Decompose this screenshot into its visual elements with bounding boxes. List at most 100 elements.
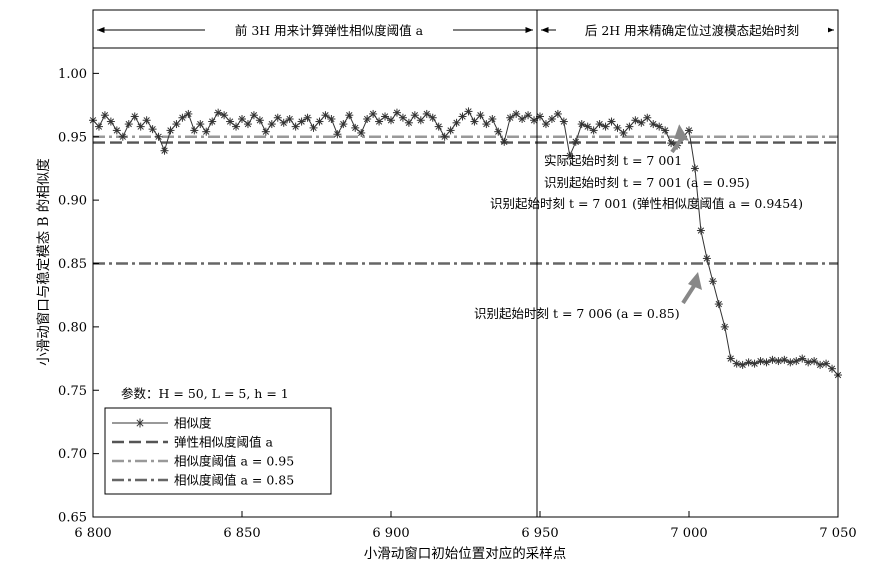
data-point bbox=[601, 122, 610, 131]
data-point bbox=[226, 117, 235, 126]
data-point bbox=[667, 139, 676, 148]
data-point bbox=[661, 126, 670, 135]
data-point bbox=[708, 277, 717, 286]
arrow-icon bbox=[670, 124, 689, 154]
data-point bbox=[94, 122, 103, 131]
data-point bbox=[768, 355, 777, 364]
data-point bbox=[589, 126, 598, 135]
data-point bbox=[130, 112, 139, 121]
data-point bbox=[291, 122, 300, 131]
annotation-start-095: 识别起始时刻 t = 7 001 (a = 0.95) bbox=[544, 175, 750, 190]
data-point bbox=[583, 122, 592, 131]
data-point bbox=[214, 108, 223, 117]
data-point bbox=[452, 118, 461, 127]
data-point bbox=[321, 111, 330, 120]
data-point bbox=[780, 355, 789, 364]
data-point bbox=[726, 354, 735, 363]
data-point bbox=[816, 360, 825, 369]
data-point bbox=[309, 123, 318, 132]
y-axis-label: 小滑动窗口与稳定模态 B 的相似度 bbox=[35, 158, 52, 366]
data-point bbox=[798, 354, 807, 363]
legend-item: 相似度 bbox=[112, 416, 212, 431]
y-tick-label: 0.90 bbox=[58, 194, 87, 209]
data-point bbox=[536, 112, 544, 121]
data-point bbox=[387, 116, 395, 125]
data-point bbox=[506, 113, 515, 122]
data-point bbox=[512, 109, 521, 118]
y-tick-label: 0.85 bbox=[58, 257, 87, 272]
region-label-right: 后 2H 用来精确定位过渡模态起始时刻 bbox=[585, 23, 799, 38]
y-tick-label: 0.70 bbox=[58, 447, 87, 462]
data-point bbox=[106, 117, 115, 126]
data-point bbox=[470, 117, 479, 126]
data-point bbox=[440, 132, 449, 141]
data-point bbox=[565, 151, 574, 160]
data-point bbox=[434, 122, 443, 131]
data-point bbox=[696, 226, 705, 235]
data-point bbox=[738, 360, 747, 369]
data-point bbox=[762, 358, 771, 367]
similarity-line bbox=[92, 110, 839, 376]
data-point bbox=[685, 126, 693, 135]
data-point bbox=[458, 112, 467, 121]
data-point bbox=[118, 132, 127, 141]
data-point bbox=[202, 127, 211, 136]
data-point bbox=[112, 126, 121, 135]
data-point bbox=[577, 120, 586, 129]
data-point bbox=[375, 117, 384, 126]
data-point bbox=[714, 300, 723, 309]
data-point bbox=[238, 115, 246, 124]
data-point bbox=[720, 322, 729, 331]
data-point bbox=[786, 358, 795, 367]
data-point bbox=[184, 109, 193, 118]
data-point bbox=[524, 111, 533, 120]
data-point bbox=[148, 125, 157, 134]
data-point bbox=[398, 113, 407, 122]
data-point bbox=[404, 118, 413, 127]
data-point bbox=[804, 358, 813, 367]
data-point bbox=[178, 113, 187, 122]
data-point bbox=[643, 113, 652, 122]
data-point bbox=[267, 120, 276, 129]
data-point bbox=[261, 127, 270, 136]
data-point bbox=[828, 364, 837, 373]
data-point bbox=[172, 120, 181, 129]
data-point bbox=[249, 111, 258, 120]
data-point bbox=[476, 111, 485, 120]
data-point bbox=[744, 358, 753, 367]
data-point bbox=[345, 111, 354, 120]
data-point bbox=[690, 164, 699, 173]
x-tick-label: 7 050 bbox=[819, 526, 856, 541]
data-point bbox=[160, 146, 169, 155]
data-point bbox=[792, 357, 801, 366]
x-tick-label: 6 800 bbox=[74, 526, 111, 541]
x-axis-label: 小滑动窗口初始位置对应的采样点 bbox=[364, 545, 567, 562]
y-tick-label: 0.75 bbox=[58, 384, 87, 399]
data-point bbox=[822, 359, 831, 368]
x-tick-label: 6 850 bbox=[223, 526, 260, 541]
data-point bbox=[255, 116, 264, 125]
region-label-left: 前 3H 用来计算弹性相似度阈值 a bbox=[235, 23, 424, 38]
data-point bbox=[541, 120, 550, 129]
data-point bbox=[732, 359, 741, 368]
data-point bbox=[649, 120, 658, 129]
data-point bbox=[559, 117, 568, 126]
legend-label: 相似度阈值 a = 0.85 bbox=[174, 473, 294, 488]
data-point bbox=[315, 117, 324, 126]
data-point bbox=[518, 115, 527, 124]
data-point bbox=[553, 109, 562, 118]
y-tick-label: 0.95 bbox=[58, 130, 87, 145]
y-tick-label: 1.00 bbox=[58, 67, 87, 82]
legend-item: 相似度阈值 a = 0.95 bbox=[112, 454, 294, 469]
data-point bbox=[422, 109, 431, 118]
data-point bbox=[416, 116, 425, 125]
data-point bbox=[220, 111, 229, 120]
data-point bbox=[571, 137, 580, 146]
x-tick-label: 6 950 bbox=[521, 526, 558, 541]
data-point bbox=[357, 128, 366, 137]
data-point bbox=[190, 126, 199, 135]
data-point bbox=[154, 132, 163, 141]
data-point bbox=[208, 117, 217, 126]
data-point bbox=[351, 123, 360, 132]
data-point bbox=[428, 113, 437, 122]
